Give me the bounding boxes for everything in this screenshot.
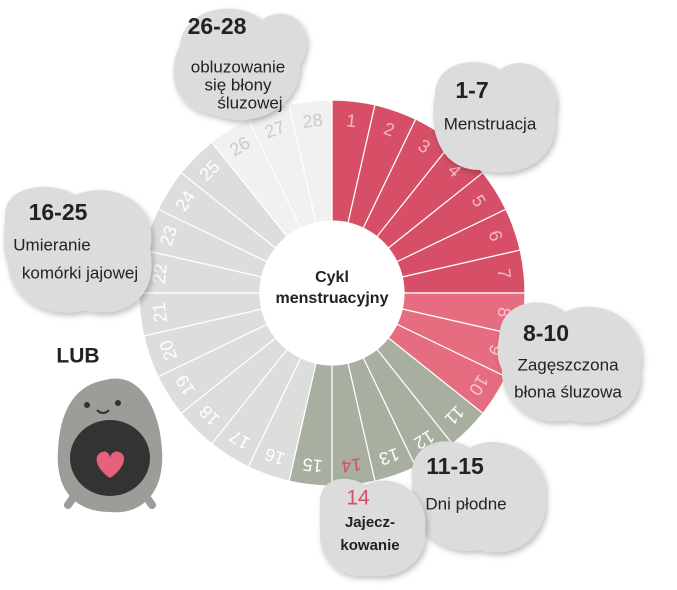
- day-label: 1: [345, 110, 357, 131]
- day-label: 15: [302, 454, 324, 476]
- bubble: 26-28 obluzowanie się błony śluzowej: [173, 8, 307, 120]
- bubble-text: Zagęszczona: [517, 355, 619, 374]
- bubble-text: obluzowanie: [191, 57, 286, 76]
- bubble-range: 8-10: [523, 320, 569, 346]
- center-disc: [260, 221, 404, 365]
- day-label: 21: [149, 301, 171, 323]
- bubble-text: śluzowej: [217, 93, 282, 112]
- bubble-range: 14: [346, 487, 370, 510]
- bubble-range: 11-15: [426, 453, 484, 479]
- bubble: 16-25 Umieranie komórki jajowej: [3, 186, 152, 313]
- day-label: 22: [149, 263, 171, 285]
- bubble: 14 Jajecz- kowanie: [319, 478, 426, 576]
- day-label: 7: [494, 268, 515, 280]
- bubble-text: Umieranie: [13, 235, 90, 254]
- bubble-text: Jajecz-: [345, 514, 395, 531]
- bubble-text: Menstruacja: [444, 114, 537, 133]
- day-label: 14: [340, 454, 362, 476]
- bubble: 8-10 Zagęszczona błona śluzowa: [497, 302, 642, 423]
- bubble-text: błona śluzowa: [514, 382, 622, 401]
- bubble-text: się błony: [204, 75, 272, 94]
- bubble-text: komórki jajowej: [22, 263, 138, 282]
- or-label: LUB: [56, 345, 99, 368]
- bubble: 1-7 Menstruacja: [433, 62, 557, 173]
- bubble: 11-15 Dni płodne: [412, 441, 546, 553]
- center-title: Cykl: [315, 269, 349, 286]
- mascot: [57, 378, 163, 513]
- day-label: 28: [302, 110, 324, 132]
- bubble-range: 26-28: [188, 13, 247, 39]
- bubble-range: 16-25: [29, 199, 88, 225]
- bubble-text: Dni płodne: [425, 494, 506, 513]
- bubble-text: kowanie: [340, 537, 399, 554]
- bubble-range: 1-7: [455, 77, 488, 103]
- center-title: menstruacyjny: [276, 290, 389, 307]
